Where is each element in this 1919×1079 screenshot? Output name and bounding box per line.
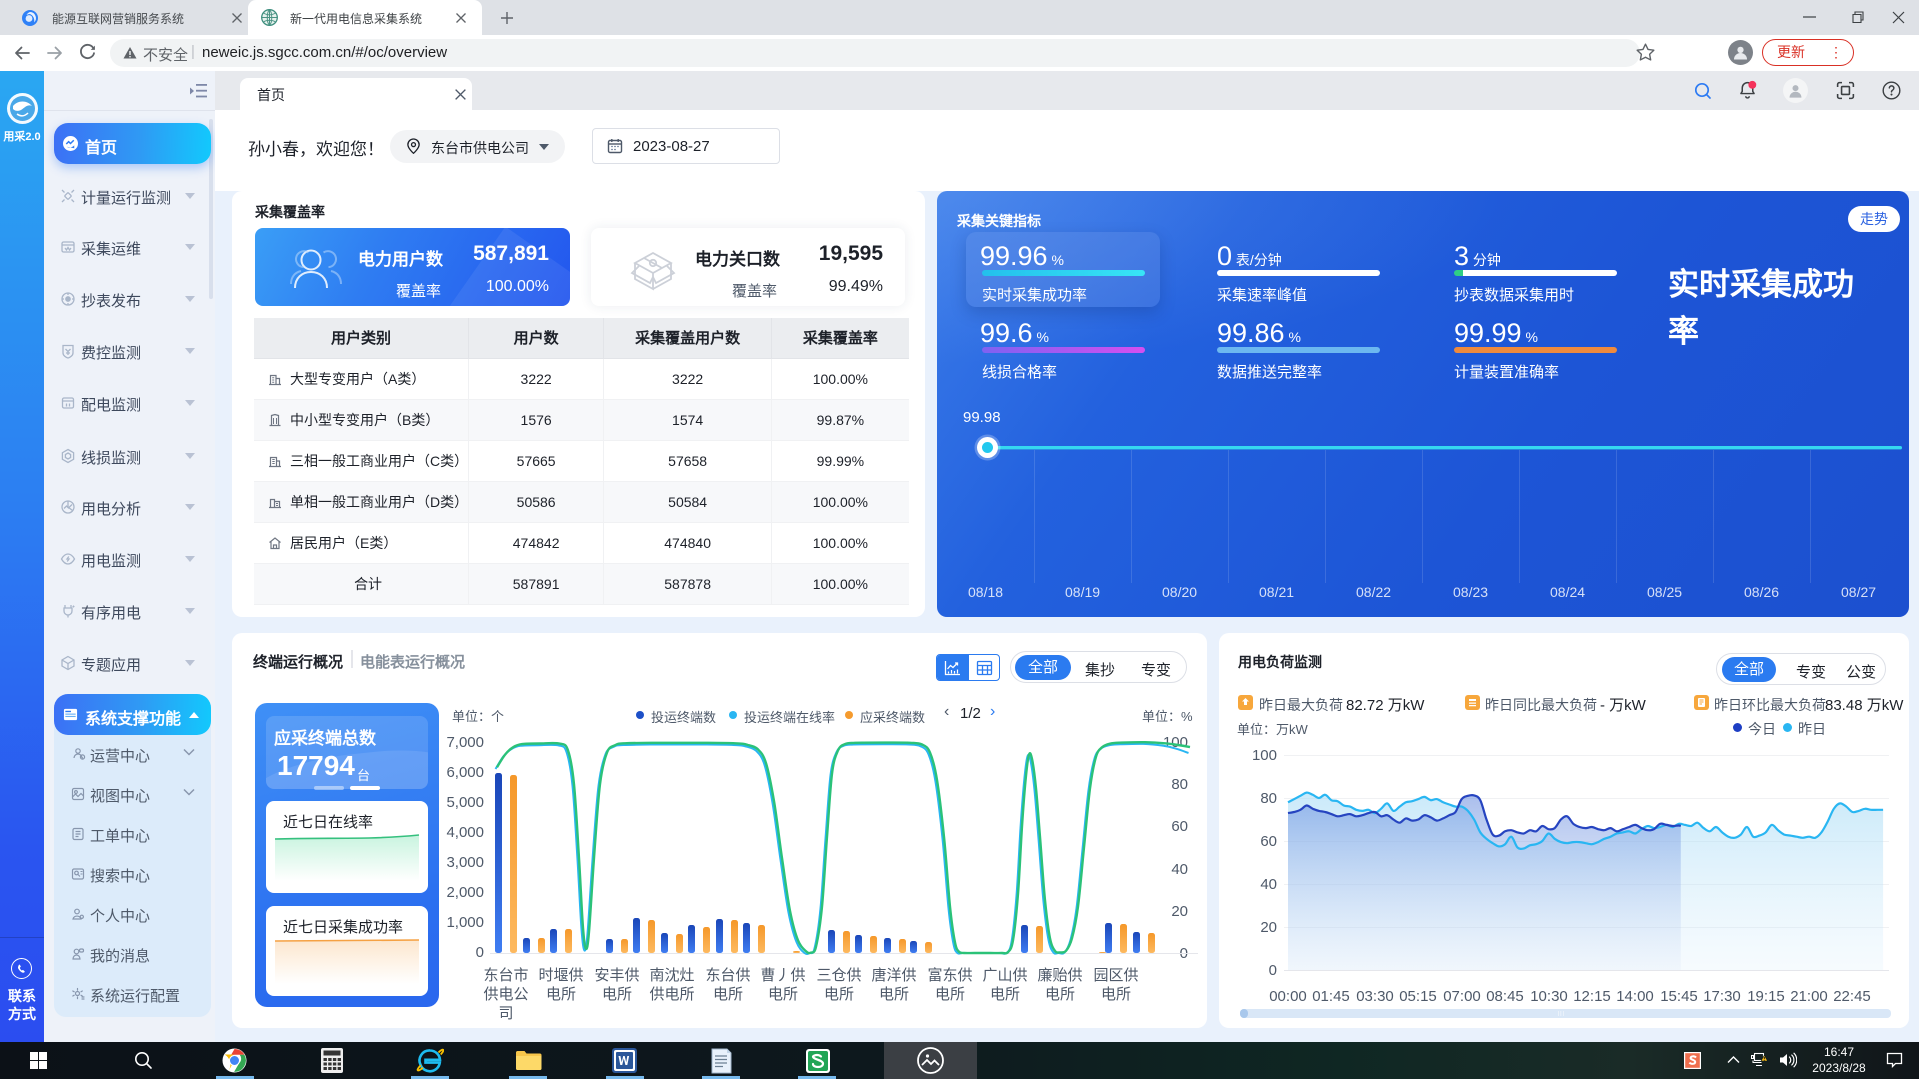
svg-text:6,000: 6,000	[446, 764, 484, 781]
svg-text:14:00: 14:00	[1616, 988, 1654, 1005]
svg-text:东台市供电公司: 东台市供电公司	[483, 967, 528, 1022]
svg-text:60: 60	[1260, 833, 1277, 850]
svg-text:2,000: 2,000	[446, 884, 484, 901]
svg-text:17:30: 17:30	[1703, 988, 1741, 1005]
svg-text:60: 60	[1171, 818, 1188, 835]
svg-text:曹丿供电所: 曹丿供电所	[760, 967, 805, 1003]
svg-text:22:45: 22:45	[1833, 988, 1871, 1005]
svg-text:20: 20	[1171, 903, 1188, 920]
svg-text:40: 40	[1171, 861, 1188, 878]
svg-text:廉贻供电所: 廉贻供电所	[1037, 967, 1082, 1003]
svg-text:15:45: 15:45	[1660, 988, 1698, 1005]
svg-text:20: 20	[1260, 919, 1277, 936]
svg-text:南沈灶供电所: 南沈灶供电所	[649, 967, 694, 1003]
svg-text:40: 40	[1260, 876, 1277, 893]
svg-text:10:30: 10:30	[1530, 988, 1568, 1005]
svg-text:3,000: 3,000	[446, 854, 484, 871]
svg-text:05:15: 05:15	[1399, 988, 1437, 1005]
svg-text:0: 0	[1269, 962, 1277, 979]
svg-text:12:15: 12:15	[1573, 988, 1611, 1005]
svg-text:80: 80	[1171, 776, 1188, 793]
svg-text:07:00: 07:00	[1443, 988, 1481, 1005]
svg-text:东台供电所: 东台供电所	[705, 967, 750, 1003]
svg-text:21:00: 21:00	[1790, 988, 1828, 1005]
svg-text:08:45: 08:45	[1486, 988, 1524, 1005]
svg-text:01:45: 01:45	[1312, 988, 1350, 1005]
svg-text:100: 100	[1252, 747, 1277, 764]
svg-text:广山供电所: 广山供电所	[982, 967, 1027, 1003]
svg-text:三仓供电所: 三仓供电所	[816, 967, 861, 1003]
svg-text:时堰供电所: 时堰供电所	[538, 967, 583, 1003]
svg-text:0: 0	[476, 944, 484, 961]
svg-text:园区供电所: 园区供电所	[1093, 967, 1138, 1003]
svg-text:5,000: 5,000	[446, 794, 484, 811]
svg-text:富东供电所: 富东供电所	[927, 966, 972, 1003]
svg-text:19:15: 19:15	[1747, 988, 1785, 1005]
svg-text:唐洋供电所: 唐洋供电所	[871, 967, 916, 1003]
svg-text:1,000: 1,000	[446, 914, 484, 931]
svg-text:安丰供电所: 安丰供电所	[594, 967, 639, 1003]
svg-text:00:00: 00:00	[1269, 988, 1307, 1005]
svg-text:80: 80	[1260, 790, 1277, 807]
svg-text:03:30: 03:30	[1356, 988, 1394, 1005]
svg-text:4,000: 4,000	[446, 824, 484, 841]
svg-text:7,000: 7,000	[446, 734, 484, 751]
